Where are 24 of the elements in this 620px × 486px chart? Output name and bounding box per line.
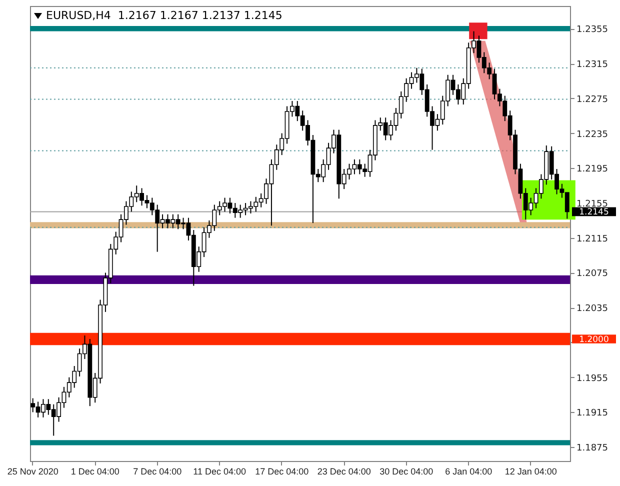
y-tick-label: 1.2035 [576, 304, 608, 314]
band-label: 1.2000 [579, 334, 609, 345]
x-tick-label: 12 Jan 04:00 [504, 466, 557, 476]
y-tick-label: 1.1955 [576, 374, 608, 384]
x-tick-label: 11 Dec 04:00 [193, 466, 246, 476]
x-tick-label: 1 Dec 04:00 [70, 466, 120, 476]
y-tick-label: 1.1915 [576, 408, 608, 419]
y-tick-label: 1.1875 [576, 444, 608, 454]
x-tick-label: 6 Jan 04:00 [445, 466, 492, 476]
ref-line-label: 1.2145 [579, 208, 609, 218]
x-tick-label: 25 Nov 2020 [7, 466, 58, 476]
y-tick-label: 1.2075 [576, 269, 608, 280]
x-tick-label: 7 Dec 04:00 [133, 466, 182, 476]
y-tick-label: 1.2155 [576, 199, 608, 210]
x-tick-label: 23 Dec 04:00 [317, 466, 371, 476]
chart-title: EURUSD,H4 1.2167 1.2167 1.2137 1.2145 [46, 9, 282, 22]
x-tick-label: 30 Dec 04:00 [380, 466, 434, 476]
y-tick-label: 1.2355 [576, 25, 608, 36]
y-tick-label: 1.2275 [576, 94, 608, 105]
y-tick-label: 1.2195 [576, 164, 608, 175]
y-tick-label: 1.2235 [576, 130, 608, 140]
y-tick-label: 1.2115 [576, 234, 608, 244]
x-tick-label: 17 Dec 04:00 [255, 466, 309, 476]
y-tick-label: 1.2315 [576, 60, 608, 70]
